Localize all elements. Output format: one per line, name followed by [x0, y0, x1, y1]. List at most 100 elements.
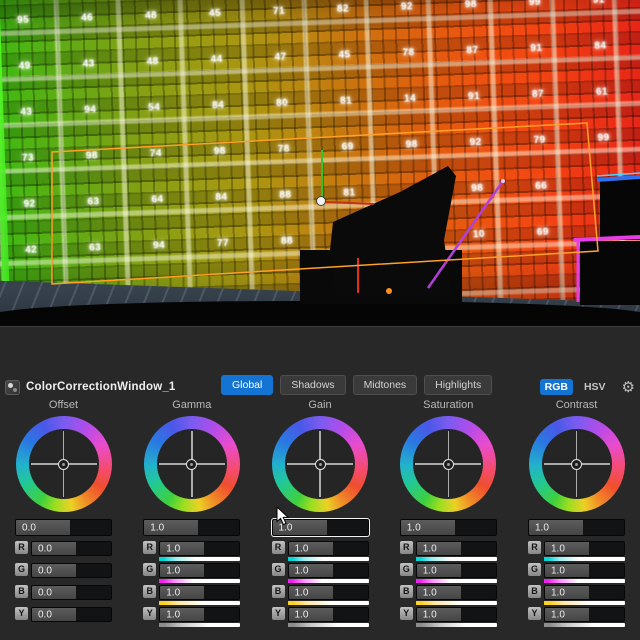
- panel-header: ColorCorrectionWindow_1 Global Shadows Mid…: [0, 375, 640, 399]
- offset-r-slider[interactable]: 0.0: [31, 541, 112, 556]
- slider-fill: [32, 542, 77, 555]
- slider-fill: [144, 520, 199, 535]
- contrast-b-slider[interactable]: 1.0: [544, 585, 625, 600]
- offset-y-slider[interactable]: 0.0: [31, 607, 112, 622]
- gamma-b-slider[interactable]: 1.0: [159, 585, 241, 600]
- range-tabs: Global Shadows Midtones Highlights: [221, 375, 493, 395]
- gizmo-center-handle[interactable]: [316, 196, 326, 206]
- gradient-strip-y: [544, 623, 625, 627]
- channel-body: 1.0: [159, 563, 241, 583]
- slider-value: 1.0: [551, 609, 565, 620]
- wheel-center-handle[interactable]: [314, 458, 326, 470]
- offset-main-slider[interactable]: 0.0: [15, 519, 112, 536]
- column-label-offset: Offset: [48, 399, 79, 411]
- contrast-main-slider-row: 1.0: [528, 519, 625, 536]
- saturation-g-slider[interactable]: 1.0: [415, 563, 497, 578]
- saturation-b-slider[interactable]: 1.0: [415, 585, 497, 600]
- contrast-color-wheel[interactable]: [528, 416, 625, 512]
- gain-b-slider[interactable]: 1.0: [287, 585, 369, 600]
- contrast-g-row: G 1.0: [528, 563, 625, 583]
- gradient-strip-fill: [287, 623, 338, 627]
- tab-shadows[interactable]: Shadows: [280, 375, 346, 395]
- gamma-r-row: R 1.0: [143, 541, 241, 561]
- gradient-strip-y: [159, 623, 241, 627]
- gizmo-x-axis[interactable]: [325, 201, 375, 205]
- saturation-r-slider[interactable]: 1.0: [415, 541, 497, 556]
- contrast-main-slider[interactable]: 1.0: [528, 519, 625, 536]
- channel-chip-b: B: [271, 585, 285, 598]
- wheel-columns: Offset 0.0 R 0.0 G 0.0 B 0.0 Y 0.0 Gamma 1.0 R 1.0 G 1.…: [0, 399, 640, 627]
- slider-fill: [416, 564, 461, 577]
- saturation-main-slider[interactable]: 1.0: [399, 519, 497, 536]
- gradient-strip-fill: [544, 623, 595, 627]
- settings-gear-icon[interactable]: ⚙: [621, 378, 635, 396]
- gradient-strip-g: [159, 579, 241, 583]
- offset-r-row: R 0.0: [15, 541, 112, 561]
- contrast-y-slider[interactable]: 1.0: [544, 607, 625, 622]
- channel-chip-g: G: [271, 563, 285, 576]
- scene-overlay: [51, 122, 640, 305]
- channel-body: 1.0: [159, 585, 241, 605]
- gamma-main-slider-row: 1.0: [143, 519, 241, 536]
- gradient-strip-y: [287, 623, 369, 627]
- slider-fill: [545, 564, 590, 577]
- slider-fill: [545, 542, 590, 555]
- gain-main-slider[interactable]: 1.0: [271, 519, 369, 536]
- slider-fill: [160, 542, 205, 555]
- window-icon: [5, 379, 20, 395]
- offset-b-slider[interactable]: 0.0: [31, 585, 112, 600]
- contrast-r-slider[interactable]: 1.0: [544, 541, 625, 556]
- gradient-strip-fill: [415, 579, 450, 583]
- slider-fill: [529, 520, 584, 535]
- gamma-main-slider[interactable]: 1.0: [143, 519, 241, 536]
- wheel-center-handle[interactable]: [186, 458, 198, 470]
- channel-chip-g: G: [399, 563, 413, 576]
- viewport-3d[interactable]: 95 46 48 45 71 82 92 98 99 91 49 43 48 44 47 45 78 87 91 84…: [0, 0, 640, 326]
- contrast-g-slider[interactable]: 1.0: [544, 563, 625, 578]
- cyan-box-edge: [596, 172, 640, 177]
- gradient-strip-r: [287, 557, 369, 561]
- gain-g-slider[interactable]: 1.0: [287, 563, 369, 578]
- gamma-color-wheel[interactable]: [143, 416, 240, 512]
- slider-value: 1.0: [166, 565, 181, 576]
- column-gamma: Gamma 1.0 R 1.0 G 1.0 B 1.0 Y 1.0: [143, 399, 241, 627]
- gain-color-wheel[interactable]: [272, 416, 368, 512]
- gradient-strip-b: [159, 601, 241, 605]
- right-box-lower: [580, 241, 640, 305]
- wheel-center-handle[interactable]: [571, 458, 582, 470]
- hsv-mode-button[interactable]: HSV: [583, 381, 606, 393]
- wheel-center-handle[interactable]: [58, 458, 69, 470]
- gain-y-slider[interactable]: 1.0: [287, 607, 369, 622]
- slider-fill: [416, 608, 461, 621]
- saturation-color-wheel[interactable]: [400, 416, 497, 512]
- mouse-cursor: [276, 507, 290, 526]
- slider-fill: [160, 564, 205, 577]
- offset-color-wheel[interactable]: [15, 416, 112, 512]
- slider-fill: [32, 586, 77, 599]
- tab-midtones[interactable]: Midtones: [352, 375, 418, 395]
- offset-g-row: G 0.0: [15, 563, 112, 583]
- tab-highlights[interactable]: Highlights: [424, 375, 493, 395]
- gain-g-row: G 1.0: [271, 563, 369, 583]
- gamma-r-slider[interactable]: 1.0: [159, 541, 241, 556]
- offset-y-row: Y 0.0: [15, 607, 112, 627]
- rgb-mode-button[interactable]: RGB: [539, 379, 573, 395]
- offset-g-slider[interactable]: 0.0: [31, 563, 112, 578]
- gain-b-row: B 1.0: [271, 585, 369, 605]
- selection-outline[interactable]: [51, 122, 599, 285]
- gamma-y-slider[interactable]: 1.0: [159, 607, 241, 622]
- channel-body: 1.0: [159, 607, 241, 627]
- slider-fill: [545, 608, 590, 621]
- gradient-strip-g: [544, 579, 625, 583]
- gamma-g-slider[interactable]: 1.0: [159, 563, 241, 578]
- offset-main-slider-row: 0.0: [15, 519, 112, 536]
- gradient-strip-r: [544, 557, 625, 561]
- gamma-g-row: G 1.0: [143, 563, 241, 583]
- gain-r-slider[interactable]: 1.0: [287, 541, 369, 556]
- saturation-y-slider[interactable]: 1.0: [415, 607, 497, 622]
- column-contrast: Contrast 1.0 R 1.0 G 1.0 B 1.0 Y 1.0: [528, 399, 625, 627]
- tab-global[interactable]: Global: [221, 375, 274, 395]
- slider-value: 0.0: [38, 565, 52, 576]
- wheel-center-handle[interactable]: [442, 458, 454, 470]
- contrast-r-row: R 1.0: [528, 541, 625, 561]
